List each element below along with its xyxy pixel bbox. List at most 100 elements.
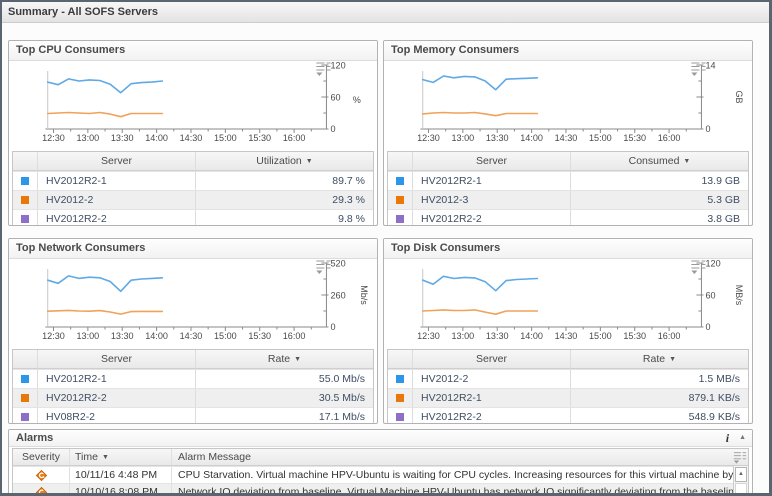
network-consumers-table: Server Rate ▼ HV2012R2-1 55.0 Mb/s HV2012R2-2… [12, 349, 374, 423]
series-color-swatch [21, 196, 29, 204]
series-color-swatch [396, 177, 404, 185]
metric-value: 89.7 % [332, 175, 365, 187]
series-color-cell [13, 210, 38, 225]
alarm-row[interactable]: 10/11/16 4:48 PM CPU Starvation. Virtual … [13, 466, 748, 483]
series-color-swatch [21, 413, 29, 421]
column-header-server[interactable]: Server [38, 152, 196, 170]
x-tick-label: 14:00 [145, 133, 168, 143]
x-tick-label: 14:00 [520, 133, 543, 143]
x-tick-label: 16:00 [283, 331, 306, 341]
metric-value: 17.1 Mb/s [318, 411, 365, 423]
x-tick-label: 13:30 [111, 133, 134, 143]
metric-value: 55.0 Mb/s [318, 373, 365, 385]
info-icon[interactable]: i [725, 431, 730, 445]
series-color-column-header [388, 152, 413, 170]
y-axis [696, 64, 704, 130]
panel-top-network-consumers: Top Network Consumers 12:30 13:00 13:30 14:… [8, 238, 378, 424]
column-header-server[interactable]: Server [413, 350, 571, 368]
x-tick-label: 13:30 [486, 331, 509, 341]
series-line-HV2012R2-1 [421, 75, 539, 91]
x-axis [420, 326, 702, 331]
table-row[interactable]: HV2012R2-1 879.1 KB/s [388, 388, 748, 407]
metric-value: 1.5 MB/s [698, 373, 740, 385]
series-color-cell [13, 370, 38, 388]
series-color-swatch [396, 215, 404, 223]
column-header-sorted[interactable]: Utilization ▼ [196, 152, 373, 170]
table-row[interactable]: HV2012-2 29.3 % [13, 190, 373, 209]
chart-options-icon[interactable] [316, 260, 331, 274]
table-row[interactable]: HV2012R2-2 30.5 Mb/s [13, 388, 373, 407]
column-header-sorted[interactable]: Rate ▼ [571, 350, 748, 368]
scrollbar-thumb[interactable] [735, 483, 747, 493]
table-options-icon[interactable] [733, 450, 747, 464]
series-color-column-header [13, 350, 38, 368]
series-color-column-header [13, 152, 38, 170]
x-tick-label: 15:00 [214, 133, 237, 143]
sort-descending-icon: ▼ [669, 356, 677, 363]
column-header-severity[interactable]: Severity [13, 449, 70, 465]
chart-options-icon[interactable] [691, 260, 706, 274]
network-consumers-chart[interactable]: 12:30 13:00 13:30 14:00 14:30 15:00 15:30 16:00… [9, 259, 377, 347]
x-tick-label: 14:30 [180, 331, 203, 341]
table-row[interactable]: HV2012R2-1 89.7 % [13, 171, 373, 190]
y-tick-label: 120 [705, 259, 720, 268]
table-row[interactable]: HV2012R2-2 9.8 % [13, 209, 373, 225]
column-header-server[interactable]: Server [413, 152, 571, 170]
column-header-time[interactable]: Time ▼ [70, 449, 172, 465]
y-tick-label: 520 [330, 259, 345, 268]
column-header-sorted[interactable]: Consumed ▼ [571, 152, 748, 170]
metric-value: 9.8 % [338, 213, 365, 225]
alarm-row[interactable]: 10/10/16 8:08 PM Network IO deviation fro… [13, 483, 748, 496]
server-name: HV2012R2-1 [38, 172, 197, 190]
chart-options-icon[interactable] [691, 62, 706, 76]
table-row[interactable]: HV2012R2-2 3.8 GB [388, 209, 748, 225]
table-row[interactable]: HV2012R2-1 13.9 GB [388, 171, 748, 190]
x-tick-label: 12:30 [42, 133, 65, 143]
server-name: HV2012R2-1 [413, 389, 572, 407]
series-color-cell [388, 408, 413, 423]
y-tick-label: 0 [330, 322, 335, 332]
collapse-icon[interactable]: ▲ [739, 434, 746, 441]
scroll-up-button[interactable]: ▲ [735, 467, 747, 482]
x-tick-label: 14:00 [145, 331, 168, 341]
alarms-table: Severity Time ▼ Alarm Message 10/11/16 4:48… [12, 448, 749, 496]
disk-consumers-chart[interactable]: 12:30 13:00 13:30 14:00 14:30 15:00 15:30 16:00… [384, 259, 752, 347]
chart-options-icon[interactable] [316, 62, 331, 76]
metric-value: 13.9 GB [701, 175, 740, 187]
table-row[interactable]: HV2012R2-2 548.9 KB/s [388, 407, 748, 423]
series-color-swatch [21, 177, 29, 185]
x-tick-label: 14:30 [555, 133, 578, 143]
table-row[interactable]: HV2012R2-1 55.0 Mb/s [13, 369, 373, 388]
y-tick-label: 60 [330, 93, 340, 103]
memory-consumers-chart[interactable]: 12:30 13:00 13:30 14:00 14:30 15:00 15:30 16:00… [384, 61, 752, 149]
table-row[interactable]: HV2012-2 1.5 MB/s [388, 369, 748, 388]
x-tick-label: 16:00 [658, 331, 681, 341]
x-axis [45, 128, 327, 133]
cpu-consumers-chart[interactable]: 12:30 13:00 13:30 14:00 14:30 15:00 15:30 16:00… [9, 61, 377, 149]
series-color-cell [388, 191, 413, 209]
column-header-alarm-message[interactable]: Alarm Message [178, 451, 251, 463]
server-name: HV2012R2-1 [38, 370, 197, 388]
server-name: HV2012R2-2 [413, 408, 572, 423]
panel-top-disk-consumers: Top Disk Consumers 12:30 13:00 13:30 14:00 1… [383, 238, 753, 424]
column-header-server[interactable]: Server [38, 350, 196, 368]
y-axis-unit: GB [734, 91, 744, 104]
table-header-row: Server Rate ▼ [13, 350, 373, 369]
table-row[interactable]: HV08R2-2 17.1 Mb/s [13, 407, 373, 423]
y-tick-label: 0 [705, 322, 710, 332]
alarm-severity-cell [13, 467, 70, 483]
x-tick-label: 13:00 [451, 331, 474, 341]
warning-severity-icon [35, 486, 47, 493]
alarm-message: Network IO deviation from baseline. Virt… [178, 486, 733, 496]
x-tick-label: 16:00 [283, 133, 306, 143]
line-chart-svg: 12:30 13:00 13:30 14:00 14:30 15:00 15:30 16:00… [42, 259, 369, 341]
alarms-scrollbar[interactable]: ▲ [733, 466, 748, 493]
table-row[interactable]: HV2012-3 5.3 GB [388, 190, 748, 209]
alarm-time: 10/10/16 8:08 PM [70, 484, 172, 493]
series-color-swatch [21, 375, 29, 383]
x-axis [420, 128, 702, 133]
alarm-severity-cell [13, 484, 70, 493]
column-header-label: Rate [642, 353, 666, 365]
x-tick-label: 14:30 [555, 331, 578, 341]
column-header-sorted[interactable]: Rate ▼ [196, 350, 373, 368]
